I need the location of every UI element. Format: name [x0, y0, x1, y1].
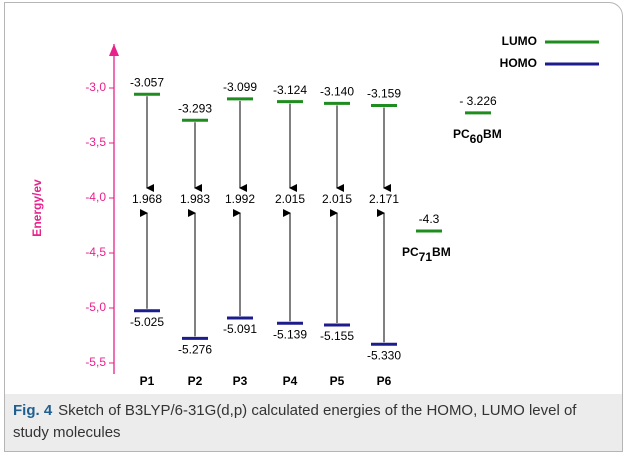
level-label: -3.057 [130, 75, 164, 89]
y-tick-label: -4,0 [85, 190, 106, 204]
y-axis-label: Energy/ev [30, 179, 44, 237]
x-tick-label: P2 [188, 374, 203, 388]
legend-label: HOMO [500, 56, 537, 70]
level-label: -5.139 [273, 327, 307, 341]
y-tick-label: -5,5 [85, 355, 106, 369]
x-tick-label: P5 [330, 374, 345, 388]
level-label: -3.099 [223, 80, 257, 94]
acceptor-name-part: BM [483, 127, 502, 141]
level-label: -3.159 [367, 87, 401, 101]
figure-frame: Energy/ev -3,0 -3,5 -4,0 -4,5 -5,0 -5,5 P1 -3.0… [4, 2, 623, 452]
x-tick-label: P4 [283, 374, 298, 388]
caption-text: Sketch of B3LYP/6-31G(d,p) calculated en… [13, 402, 577, 441]
level-label: -3.140 [320, 85, 354, 99]
gap-label: 2.015 [322, 192, 352, 206]
acceptor-name-part: PC [402, 245, 419, 259]
acceptor-name-part: 71 [419, 250, 433, 264]
level-label: -5.276 [178, 343, 212, 357]
y-tick-label: -3,0 [85, 80, 106, 94]
acceptor-name-part: BM [432, 245, 451, 259]
y-tick-label: -5,0 [85, 300, 106, 314]
acceptor-name-part: 60 [470, 132, 484, 146]
acceptor-name-part: PC [453, 127, 470, 141]
acceptor-level-label: - 3.226 [459, 94, 497, 108]
gap-label: 1.983 [180, 192, 210, 206]
gap-label: 2.015 [275, 192, 305, 206]
caption-label: Fig. 4 [13, 402, 53, 419]
acceptor-level-label: -4.3 [419, 212, 440, 226]
level-label: -3.124 [273, 83, 307, 97]
gap-label: 1.992 [225, 192, 255, 206]
caption: Fig. 4 Sketch of B3LYP/6-31G(d,p) calcula… [5, 394, 622, 451]
y-tick-label: -4,5 [85, 245, 106, 259]
acceptor-name: PC71BM [402, 245, 451, 264]
level-label: -5.155 [320, 329, 354, 343]
level-label: -5.091 [223, 322, 257, 336]
x-tick-label: P1 [140, 374, 155, 388]
x-tick-label: P6 [377, 374, 392, 388]
gap-label: 2.171 [369, 192, 399, 206]
y-tick-label: -3,5 [85, 135, 106, 149]
chart: Energy/ev -3,0 -3,5 -4,0 -4,5 -5,0 -5,5 P1 -3.0… [30, 34, 599, 388]
gap-label: 1.968 [132, 192, 162, 206]
legend-label: LUMO [502, 34, 537, 48]
level-label: -5.330 [367, 348, 401, 362]
x-tick-label: P3 [233, 374, 248, 388]
level-label: -3.293 [178, 101, 212, 115]
level-label: -5.025 [130, 315, 164, 329]
acceptor-name: PC60BM [453, 127, 502, 146]
